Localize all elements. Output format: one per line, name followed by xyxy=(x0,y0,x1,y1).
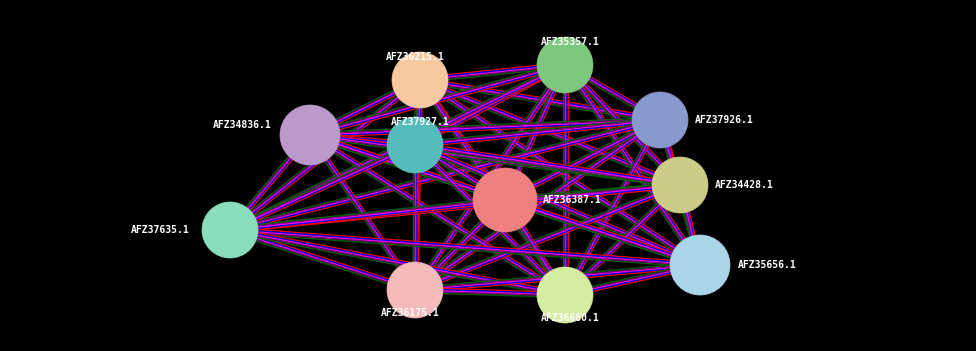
Circle shape xyxy=(632,92,688,148)
Text: AFZ36175.1: AFZ36175.1 xyxy=(381,308,439,318)
Circle shape xyxy=(473,168,537,232)
Text: AFZ37635.1: AFZ37635.1 xyxy=(131,225,190,235)
Text: AFZ37927.1: AFZ37927.1 xyxy=(390,117,449,127)
Circle shape xyxy=(387,262,443,318)
Circle shape xyxy=(537,267,593,323)
Circle shape xyxy=(202,202,258,258)
Circle shape xyxy=(670,235,730,295)
Circle shape xyxy=(387,117,443,173)
Text: AFZ35357.1: AFZ35357.1 xyxy=(541,37,599,47)
Circle shape xyxy=(652,157,708,213)
Circle shape xyxy=(392,52,448,108)
Text: AFZ34836.1: AFZ34836.1 xyxy=(213,120,272,130)
Text: AFZ35656.1: AFZ35656.1 xyxy=(738,260,796,270)
Circle shape xyxy=(280,105,340,165)
Text: AFZ36680.1: AFZ36680.1 xyxy=(541,313,599,323)
Text: AFZ34428.1: AFZ34428.1 xyxy=(715,180,774,190)
Text: AFZ37926.1: AFZ37926.1 xyxy=(695,115,753,125)
Circle shape xyxy=(537,37,593,93)
Text: AFZ36387.1: AFZ36387.1 xyxy=(543,195,602,205)
Text: AFZ36215.1: AFZ36215.1 xyxy=(386,52,444,62)
